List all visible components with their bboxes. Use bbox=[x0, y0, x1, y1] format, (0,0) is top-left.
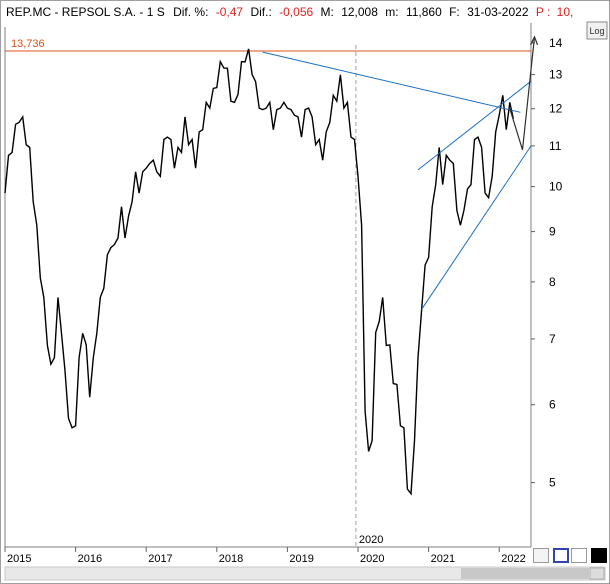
y-axis-ticks: 5 6 7 8 9 10 11 12 13 14 bbox=[531, 36, 563, 490]
y-tick-label: 8 bbox=[549, 275, 556, 289]
year-marker: 2020 bbox=[355, 45, 383, 547]
pin-icon[interactable] bbox=[571, 548, 587, 563]
y-tick-label: 7 bbox=[549, 332, 556, 346]
header-min-value: 11,860 bbox=[406, 5, 442, 19]
header-p-label: P : bbox=[536, 5, 550, 19]
trendlines bbox=[262, 35, 539, 310]
y-tick-label: 11 bbox=[549, 139, 562, 153]
projection-path bbox=[509, 36, 536, 150]
header-min-label: m: bbox=[385, 5, 398, 19]
y-tick-label: 12 bbox=[549, 102, 563, 116]
trendline bbox=[417, 80, 532, 171]
header-line: REP.MC - REPSOL S.A. - 1 S Dif. %: -0,47… bbox=[6, 5, 573, 19]
x-tick-label: 2016 bbox=[78, 553, 102, 565]
trendline bbox=[421, 145, 532, 310]
year-marker-label: 2020 bbox=[359, 534, 383, 546]
projection-arrowhead bbox=[529, 35, 539, 46]
header-m-label: M: bbox=[321, 5, 334, 19]
x-tick-label: 2017 bbox=[148, 553, 172, 565]
x-tick-label: 2018 bbox=[219, 553, 243, 565]
y-tick-label: 5 bbox=[549, 476, 556, 490]
header-p-value: 10, bbox=[557, 5, 574, 19]
save-icon[interactable] bbox=[553, 548, 569, 563]
trendline bbox=[262, 51, 521, 113]
y-tick-label: 6 bbox=[549, 398, 556, 412]
resistance-label: 13,736 bbox=[11, 38, 45, 50]
header-dif-pct-label: Dif. %: bbox=[173, 5, 208, 19]
x-tick-label: 2015 bbox=[7, 553, 31, 565]
header-dif-label: Dif.: bbox=[250, 5, 271, 19]
log-button-frame[interactable] bbox=[586, 21, 608, 40]
time-scrollbar[interactable] bbox=[4, 566, 606, 581]
scrollbar-thumb[interactable] bbox=[461, 568, 589, 579]
x-tick-label: 2019 bbox=[289, 553, 313, 565]
price-line bbox=[4, 48, 514, 496]
y-tick-label: 13 bbox=[549, 68, 563, 82]
log-button-label[interactable]: Log bbox=[589, 26, 604, 36]
log-scale-button[interactable]: Log bbox=[586, 21, 608, 40]
x-tick-label: 2020 bbox=[360, 553, 384, 565]
x-axis-ticks: 2015 2016 2017 2018 2019 2020 2021 2022 bbox=[4, 547, 526, 565]
price-series bbox=[4, 48, 514, 496]
scroll-right-arrow[interactable] bbox=[589, 567, 605, 580]
y-tick-label: 14 bbox=[549, 36, 563, 50]
x-tick-label: 2021 bbox=[431, 553, 455, 565]
header-date-label: F: bbox=[449, 5, 460, 19]
y-tick-label: 9 bbox=[549, 225, 556, 239]
header-date-value: 31-03-2022 bbox=[467, 5, 529, 19]
y-tick-label: 10 bbox=[549, 180, 563, 194]
header-m-value: 12,008 bbox=[341, 5, 378, 19]
header-dif-pct-value: -0,47 bbox=[216, 5, 244, 19]
header-symbol: REP.MC - REPSOL S.A. - 1 S bbox=[6, 5, 165, 19]
color-scheme-icon[interactable] bbox=[591, 548, 607, 563]
resistance-level: 13,736 bbox=[5, 38, 531, 52]
x-tick-label: 2022 bbox=[501, 553, 525, 565]
zoom-icon[interactable] bbox=[533, 548, 549, 563]
header-dif-value: -0,056 bbox=[279, 5, 313, 19]
